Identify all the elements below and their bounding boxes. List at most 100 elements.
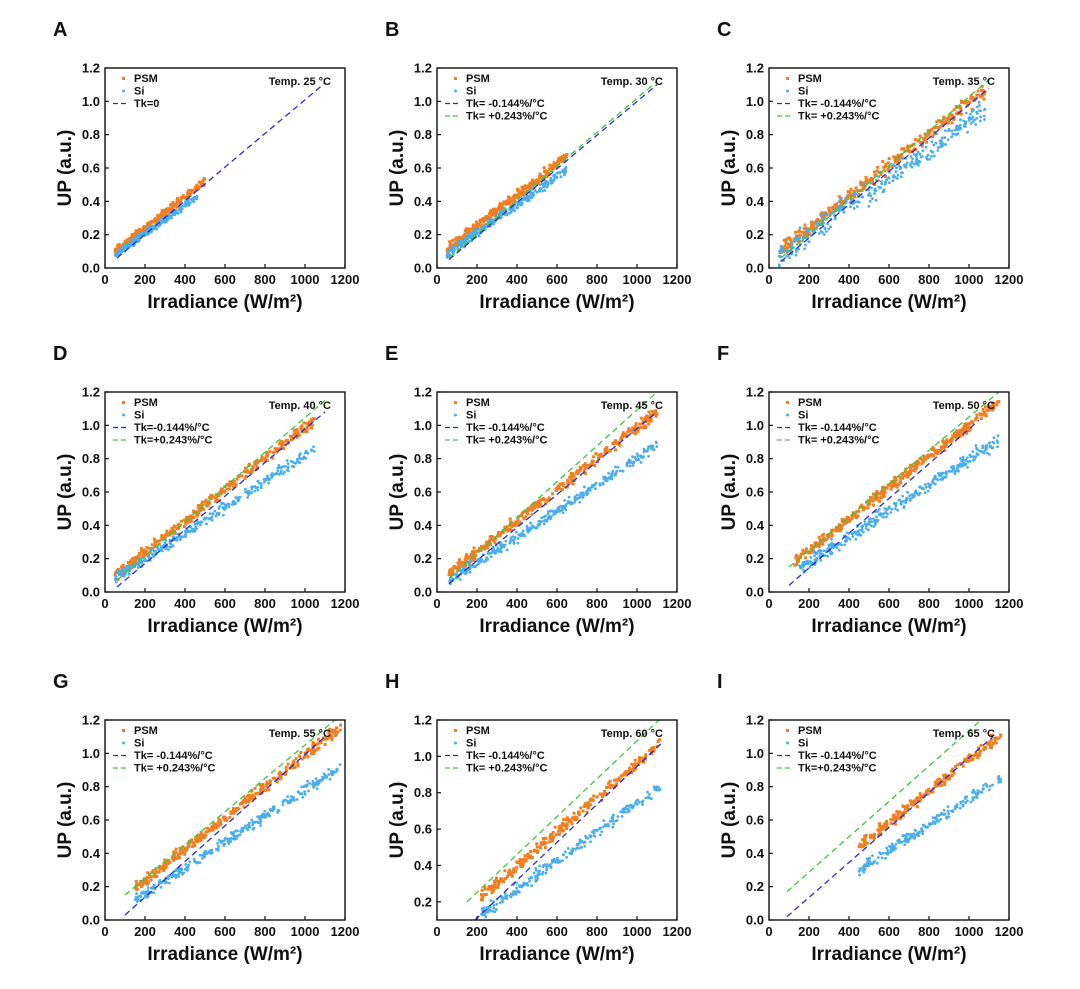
psm-point [520, 513, 524, 517]
si-point [470, 564, 473, 568]
si-point [559, 860, 562, 863]
si-point [271, 809, 275, 813]
psm-point [253, 462, 257, 466]
legend-item: Tk= -0.144%/°C [445, 98, 545, 110]
y-tick-label: 0.4 [414, 518, 433, 533]
psm-point [948, 438, 952, 442]
psm-point [876, 165, 880, 169]
si-point [199, 523, 202, 527]
si-point [299, 457, 303, 460]
si-point [177, 872, 181, 876]
x-tick-label: 400 [838, 596, 860, 611]
psm-point [882, 494, 886, 498]
y-tick-label: 1.0 [746, 94, 764, 109]
psm-point [920, 457, 924, 461]
temperature-annotation: Temp. 50 °C [933, 400, 995, 412]
psm-point [225, 818, 229, 822]
si-point [944, 129, 947, 133]
si-point [193, 195, 197, 199]
si-point [492, 906, 496, 910]
si-point [827, 227, 831, 231]
si-point [780, 246, 784, 250]
si-point [887, 176, 891, 180]
psm-point [931, 135, 935, 139]
psm-point [520, 186, 524, 190]
psm-point [647, 419, 651, 423]
si-point [546, 517, 550, 521]
si-point [925, 157, 929, 161]
psm-point [857, 509, 861, 513]
psm-point [244, 474, 248, 478]
si-point [901, 171, 904, 175]
psm-point [596, 460, 600, 464]
si-point [600, 830, 604, 833]
si-point [508, 541, 512, 545]
psm-point [916, 459, 920, 463]
psm-point [552, 835, 556, 839]
si-point [615, 469, 619, 473]
si-point [966, 456, 969, 460]
y-tick-label: 0.8 [82, 127, 100, 142]
psm-point [306, 755, 310, 759]
si-point [191, 527, 195, 531]
psm-point [188, 520, 191, 524]
y-tick-label: 0.6 [82, 161, 100, 176]
si-point [631, 464, 635, 467]
psm-point [598, 454, 602, 458]
legend-label: PSM [134, 725, 158, 737]
psm-point [310, 423, 314, 427]
psm-point [503, 869, 507, 873]
psm-point [493, 885, 497, 889]
psm-point [885, 486, 889, 490]
si-point [830, 211, 833, 215]
psm-point [958, 431, 962, 435]
si-point [136, 897, 140, 900]
psm-point [815, 544, 819, 547]
psm-point [614, 783, 618, 787]
psm-point [650, 409, 654, 413]
si-point [505, 213, 509, 217]
psm-point [179, 848, 183, 852]
si-point [875, 515, 878, 519]
psm-point [168, 208, 172, 212]
y-tick-label: 1.2 [82, 713, 100, 728]
psm-point [151, 869, 155, 873]
psm-point [134, 887, 138, 891]
psm-point [129, 559, 133, 563]
psm-point [523, 854, 527, 858]
psm-point [968, 100, 971, 104]
psm-point [979, 417, 983, 421]
si-point [601, 482, 605, 486]
psm-point [531, 178, 534, 182]
si-point [144, 890, 148, 894]
psm-point [569, 472, 573, 476]
si-point [277, 464, 281, 467]
psm-point [501, 531, 505, 534]
si-point [592, 483, 596, 487]
psm-point [537, 499, 540, 503]
psm-point [315, 742, 319, 746]
psm-point [845, 515, 849, 519]
si-point [452, 247, 455, 250]
si-point [826, 547, 830, 551]
si-point [168, 881, 171, 885]
psm-point [903, 470, 907, 474]
si-point [909, 155, 913, 159]
x-tick-label: 800 [918, 272, 940, 287]
psm-point [579, 806, 583, 810]
psm-point [213, 823, 217, 827]
psm-point [565, 822, 569, 826]
temperature-annotation: Temp. 35 °C [933, 76, 995, 88]
psm-point [201, 507, 205, 511]
psm-point [601, 795, 605, 798]
psm-point [881, 160, 885, 163]
si-point [465, 571, 468, 575]
psm-point [217, 820, 221, 824]
legend-item: PSM [122, 73, 158, 85]
psm-point [556, 829, 560, 833]
psm-point [891, 164, 895, 168]
si-point [296, 458, 300, 462]
psm-point [828, 213, 832, 217]
si-point [944, 470, 948, 474]
psm-point [204, 498, 208, 502]
